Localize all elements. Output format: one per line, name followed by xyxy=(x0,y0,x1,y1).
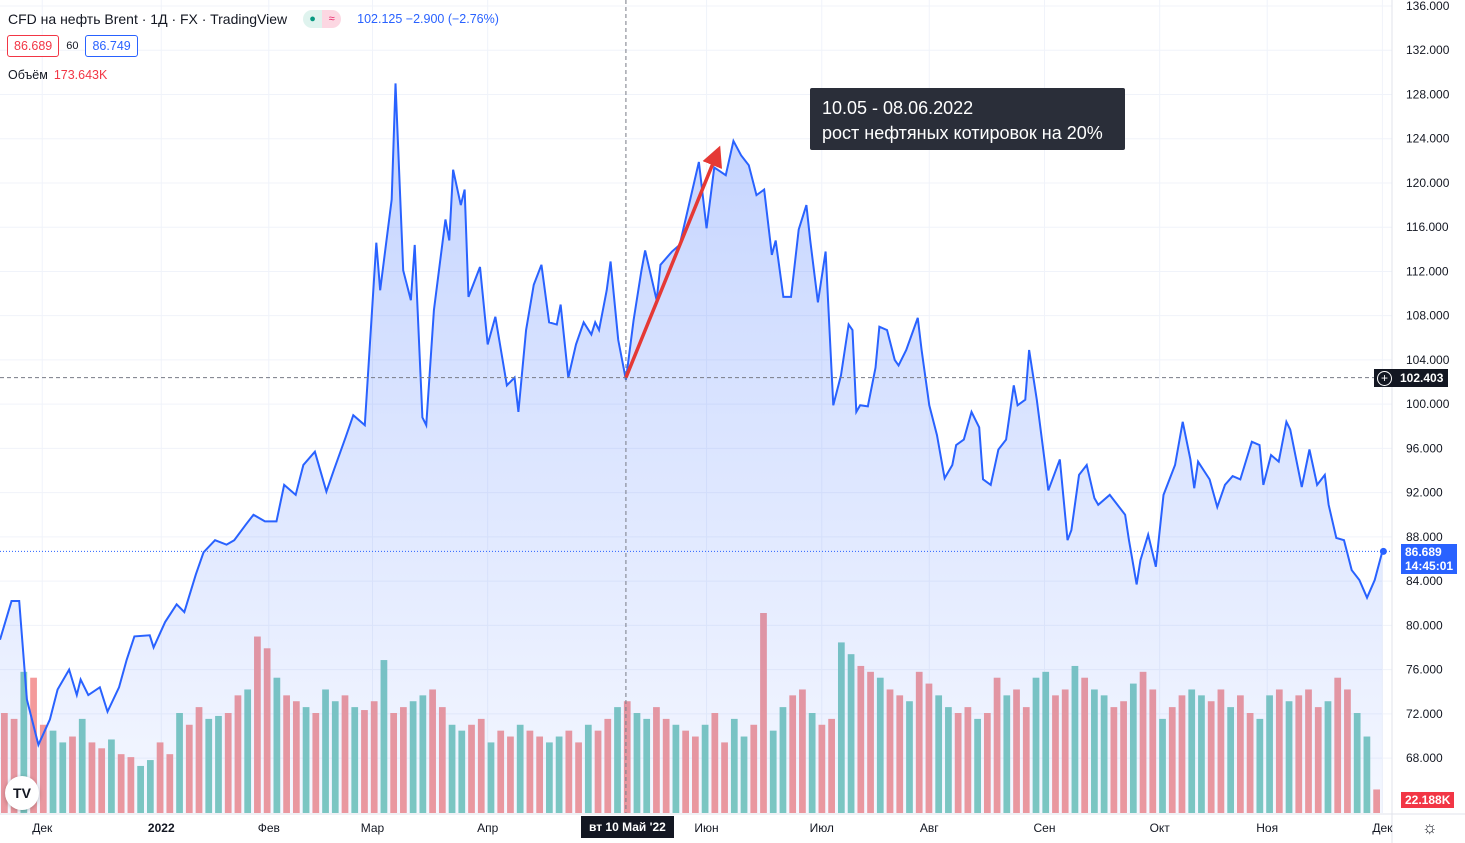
price-tick: 116.000 xyxy=(1406,220,1449,234)
trade-buttons: 86.689 60 86.749 xyxy=(7,35,138,57)
replay-icon: ≈ xyxy=(322,10,342,28)
price-tick: 124.000 xyxy=(1406,132,1450,146)
time-tick: Окт xyxy=(1150,821,1171,835)
time-tick: Мар xyxy=(361,821,385,835)
price-tick: 80.000 xyxy=(1406,618,1443,632)
time-axis[interactable]: Дек 2022 Фев Мар Апр Июн Июл Авг Сен Окт Ноя Дек xyxy=(32,821,1393,835)
time-tick: Сен xyxy=(1033,821,1055,835)
price-tick: 100.000 xyxy=(1406,397,1450,411)
price-tick: 88.000 xyxy=(1406,530,1443,544)
last-price-dot xyxy=(1379,547,1387,555)
tradingview-logo[interactable]: TV xyxy=(5,776,39,810)
time-tick: 2022 xyxy=(148,821,175,835)
add-alert-icon[interactable]: + xyxy=(1377,371,1392,386)
crosshair-date-label: вт 10 Май '22 xyxy=(581,816,674,838)
price-tick: 108.000 xyxy=(1406,309,1450,323)
price-tick: 136.000 xyxy=(1406,0,1450,13)
status-pill[interactable]: ● ≈ xyxy=(303,10,342,28)
price-tick: 92.000 xyxy=(1406,486,1443,500)
price-line xyxy=(0,83,1384,748)
volume-value: 173.643K xyxy=(53,68,108,82)
time-tick: Авг xyxy=(920,821,939,835)
price-tick: 84.000 xyxy=(1406,574,1443,588)
price-tick: 112.000 xyxy=(1406,264,1449,278)
annotation-dates: 10.05 - 08.06.2022 xyxy=(822,98,974,118)
market-open-icon: ● xyxy=(303,10,323,28)
time-tick: Дек xyxy=(1372,821,1393,835)
annotation-callout[interactable]: 10.05 - 08.06.2022 рост нефтяных котиров… xyxy=(810,88,1125,150)
price-tick: 76.000 xyxy=(1406,663,1443,677)
price-tick: 120.000 xyxy=(1406,176,1450,190)
buy-button[interactable]: 86.749 xyxy=(85,35,138,57)
chart-legend: CFD на нефть Brent · 1Д · FX · TradingVi… xyxy=(8,10,499,28)
price-area xyxy=(0,83,1383,814)
time-tick: Июн xyxy=(694,821,718,835)
time-tick: Ноя xyxy=(1256,821,1278,835)
trend-arrow[interactable] xyxy=(624,145,723,379)
last-volume-label: 22.188K xyxy=(1401,792,1455,808)
spread: 60 xyxy=(66,40,79,52)
last-price-text: 86.689 xyxy=(1405,545,1442,559)
settings-gear-icon[interactable]: ☼ xyxy=(1422,818,1438,837)
price-axis[interactable]: 136.000 132.000 128.000 124.000 120.000 116.0… xyxy=(1406,0,1450,765)
time-tick: Апр xyxy=(477,821,499,835)
last-price-label: 86.689 14:45:01 xyxy=(1401,544,1458,574)
price-tick: 128.000 xyxy=(1406,87,1450,101)
time-tick: Дек xyxy=(32,821,53,835)
price-tick: 132.000 xyxy=(1406,43,1450,57)
annotation-text: рост нефтяных котировок на 20% xyxy=(822,123,1103,143)
ohlc-change: 102.125 −2.900 (−2.76%) xyxy=(357,12,499,26)
time-tick: Фев xyxy=(258,821,280,835)
sell-button[interactable]: 86.689 xyxy=(7,35,60,57)
time-tick: Июл xyxy=(810,821,834,835)
volume-label: Объём xyxy=(8,68,48,82)
crosshair-price-text: 102.403 xyxy=(1400,371,1444,385)
symbol-title[interactable]: CFD на нефть Brent · 1Д · FX · TradingVi… xyxy=(8,11,288,27)
price-tick: 104.000 xyxy=(1406,353,1450,367)
bar-countdown: 14:45:01 xyxy=(1405,559,1454,573)
price-tick: 96.000 xyxy=(1406,441,1443,455)
crosshair-price-label: 102.403 xyxy=(1374,369,1449,387)
volume-legend[interactable]: Объём 173.643K xyxy=(8,68,107,82)
price-tick: 72.000 xyxy=(1406,707,1443,721)
price-tick: 68.000 xyxy=(1406,751,1443,765)
